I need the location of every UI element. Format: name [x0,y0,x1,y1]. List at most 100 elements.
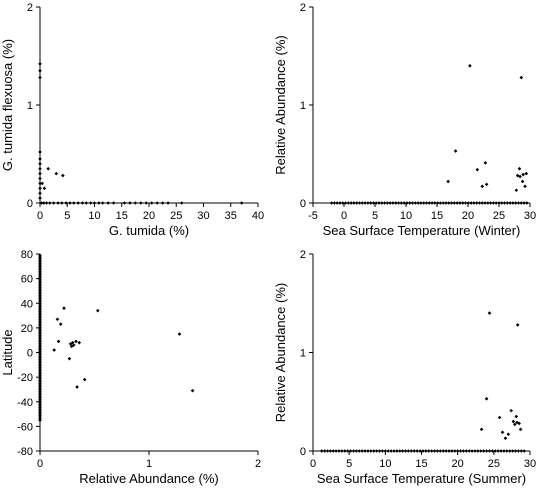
data-point [421,449,425,453]
data-point [357,201,362,205]
data-point [517,421,521,426]
data-point [479,449,483,453]
data-point [74,339,78,344]
data-point [516,201,521,205]
data-point [449,201,454,205]
x-tick-label: 10 [379,458,391,470]
data-point [515,323,520,327]
data-point [351,449,356,453]
y-tick-label: 1 [300,348,306,360]
data-point [458,201,462,205]
data-point [502,449,506,453]
data-point [122,201,127,205]
data-point [433,201,437,205]
x-tick-label: 20 [143,210,155,222]
data-point [450,449,454,453]
data-point [455,201,459,205]
data-point [502,201,507,205]
data-point [444,201,448,205]
data-point [38,166,42,171]
data-point [500,430,505,435]
data-point [38,62,42,66]
data-point [505,201,510,205]
data-point [354,449,359,453]
data-point [54,171,59,176]
x-tick-label: 5 [64,210,70,222]
x-tick-label: 35 [225,210,237,222]
data-point [483,161,488,165]
data-point [415,449,419,453]
data-point [38,171,42,176]
data-point [427,201,432,205]
data-point [106,201,110,205]
data-point [444,449,448,453]
data-point [377,201,381,205]
data-point [479,427,484,432]
data-point [518,174,522,179]
y-tick-label: 0 [300,198,306,210]
data-point [480,201,485,205]
data-point [52,348,56,352]
data-point [499,449,503,453]
data-point [58,322,63,326]
data-point [322,449,327,453]
data-point [508,201,512,205]
data-point [360,449,364,453]
data-point [179,201,184,205]
data-point [516,449,521,453]
data-point [421,201,426,205]
data-point [467,449,472,453]
data-point [319,449,324,453]
data-point [328,449,333,453]
data-point [77,340,82,345]
data-point [503,436,508,440]
data-point [435,449,440,453]
data-point [343,201,348,205]
data-point [424,201,429,205]
data-point [84,201,89,205]
data-point [416,201,420,205]
data-point [382,201,387,205]
y-tick-label: 20 [21,323,33,335]
data-point [513,201,518,205]
data-point [40,181,44,186]
data-point [407,201,412,205]
data-point [522,449,527,453]
data-point [412,449,417,453]
data-point [507,449,512,453]
data-point [349,201,353,205]
data-point [42,201,46,205]
data-point [38,191,42,195]
y-axis-label: Relative Abundance (%) [273,35,288,174]
y-tick-label: -60 [17,421,33,433]
data-point [441,201,445,205]
data-point [521,172,525,177]
data-point [144,201,149,205]
data-point [470,449,474,453]
data-point [76,201,80,205]
data-point [363,201,367,205]
x-tick-label: 30 [524,458,536,470]
data-point [177,332,182,336]
y-tick-label: 0 [300,446,306,458]
data-point [487,311,492,315]
data-point [368,201,373,205]
data-point [337,449,341,453]
data-point [88,201,93,205]
data-point [139,201,143,205]
data-point [473,449,477,453]
x-tick-label: 30 [524,210,536,222]
y-tick-label: 80 [21,249,33,261]
data-point [488,201,493,205]
data-point [44,201,49,205]
y-tick-label: -40 [17,397,33,409]
data-point [385,201,390,205]
data-point [493,449,498,453]
data-point [486,201,490,205]
data-point [472,201,476,205]
data-point [513,422,517,427]
x-tick-label: 1 [146,458,152,470]
data-point [418,449,422,453]
data-point [71,201,76,205]
